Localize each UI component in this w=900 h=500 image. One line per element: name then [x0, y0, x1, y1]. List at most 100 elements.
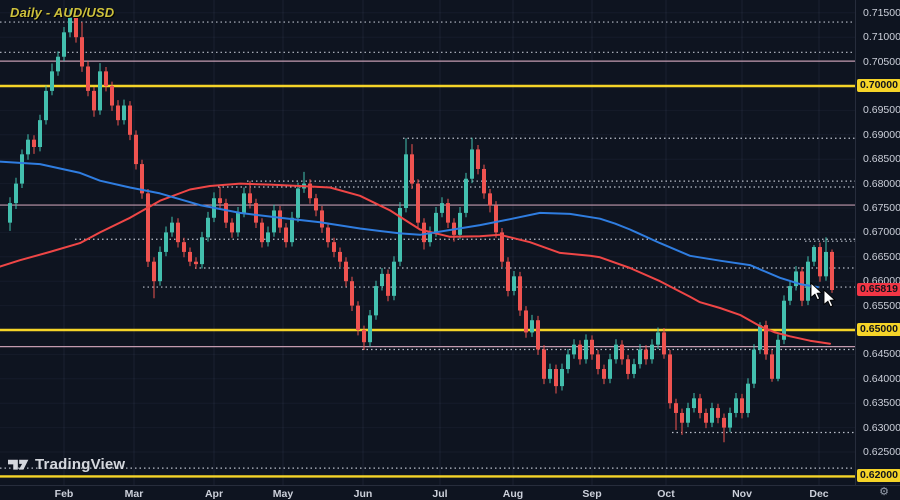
candle-body	[38, 120, 42, 147]
candle-body	[752, 349, 756, 384]
candle-body	[656, 332, 660, 345]
candle-body	[230, 222, 234, 233]
candle-body	[338, 251, 342, 262]
candle-body	[284, 227, 288, 243]
candle-body	[92, 90, 96, 111]
candle-body	[392, 261, 396, 296]
candle-body	[446, 203, 450, 223]
price-tick-label: 0.71000	[863, 31, 900, 44]
candle-body	[728, 412, 732, 428]
candle-body	[740, 398, 744, 413]
candle-body	[56, 56, 60, 72]
month-label-dec: Dec	[809, 488, 829, 500]
candle-body	[164, 232, 168, 252]
candle-body	[632, 364, 636, 374]
candle-body	[248, 193, 252, 204]
price-axis[interactable]: 0.71500 0.71000 0.70500 0.70000 0.69500 0.690…	[855, 0, 900, 485]
candle-body	[758, 325, 762, 350]
price-tick-label: 0.63000	[863, 421, 900, 434]
candle-body	[578, 344, 582, 360]
time-axis[interactable]: Feb Mar Apr May Jun Jul Aug Sep Oct Nov Dec	[0, 485, 900, 500]
candle-body	[680, 412, 684, 423]
month-label-feb: Feb	[54, 488, 74, 500]
candle-body	[386, 273, 390, 296]
candle-body	[104, 71, 108, 86]
candle-body	[614, 344, 618, 360]
month-label-jun: Jun	[353, 488, 373, 500]
candle-body	[788, 286, 792, 301]
candle-body	[44, 90, 48, 121]
candle-body	[206, 217, 210, 238]
price-tick-label: 0.67000	[863, 226, 900, 239]
candle-body	[368, 315, 372, 343]
price-tick-label: 0.65500	[863, 299, 900, 312]
price-tick-label: 0.69500	[863, 104, 900, 117]
candle-body	[374, 286, 378, 316]
gear-icon[interactable]: ⚙	[879, 486, 889, 498]
candle-body	[380, 273, 384, 287]
candle-body	[650, 344, 654, 360]
candle-body	[410, 154, 414, 184]
candle-body	[188, 251, 192, 262]
candle-body	[794, 271, 798, 287]
candle-body	[140, 164, 144, 194]
candle-body	[422, 222, 426, 243]
level-lines-layer	[0, 21, 855, 478]
candle-body	[488, 193, 492, 206]
candle-body	[440, 203, 444, 213]
candle-body	[626, 359, 630, 374]
tradingview-logo[interactable]: TradingView	[8, 456, 125, 473]
cursor-layer	[810, 281, 836, 308]
candle-body	[20, 154, 24, 184]
ma-blue-line	[0, 160, 819, 289]
candle-body	[200, 237, 204, 265]
candle-body	[254, 203, 258, 223]
candle-body	[50, 71, 54, 91]
candle-body	[806, 261, 810, 301]
price-level-badge: 0.62000	[857, 469, 900, 483]
candle-body	[518, 276, 522, 311]
candle-body	[74, 17, 78, 38]
candle-body	[494, 205, 498, 233]
candle-body	[800, 271, 804, 301]
price-level-badge: 0.65000	[857, 323, 900, 336]
candle-body	[722, 417, 726, 428]
candle-body	[266, 232, 270, 243]
candle-body	[764, 325, 768, 355]
price-tick-label: 0.71500	[863, 6, 900, 19]
candle-body	[620, 344, 624, 360]
candle-body	[482, 168, 486, 194]
candle-body	[824, 251, 828, 277]
month-label-apr: Apr	[204, 488, 224, 500]
candle-body	[560, 369, 564, 387]
mouse-cursor	[810, 281, 823, 301]
candle-body	[152, 261, 156, 282]
candle-body	[8, 203, 12, 223]
candle-body	[662, 332, 666, 355]
candle-body	[524, 310, 528, 333]
candle-body	[128, 105, 132, 135]
candle-body	[80, 37, 84, 67]
candle-body	[716, 408, 720, 418]
current-price-badge: 0.65819	[857, 283, 900, 297]
candle-body	[506, 261, 510, 291]
candle-body	[818, 247, 822, 277]
candle-body	[704, 412, 708, 423]
candle-body	[86, 66, 90, 91]
candle-body	[572, 344, 576, 355]
candle-body	[308, 183, 312, 199]
month-label-aug: Aug	[502, 488, 524, 500]
mouse-cursor	[823, 288, 836, 308]
candle-body	[428, 232, 432, 243]
candle-body	[404, 154, 408, 208]
candle-body	[182, 242, 186, 252]
price-tick-label: 0.63500	[863, 397, 900, 410]
month-label-may: May	[272, 488, 294, 500]
price-tick-label: 0.64500	[863, 348, 900, 361]
candle-body	[32, 139, 36, 147]
price-tick-label: 0.67500	[863, 202, 900, 214]
candle-body	[134, 134, 138, 165]
candle-body	[242, 193, 246, 213]
